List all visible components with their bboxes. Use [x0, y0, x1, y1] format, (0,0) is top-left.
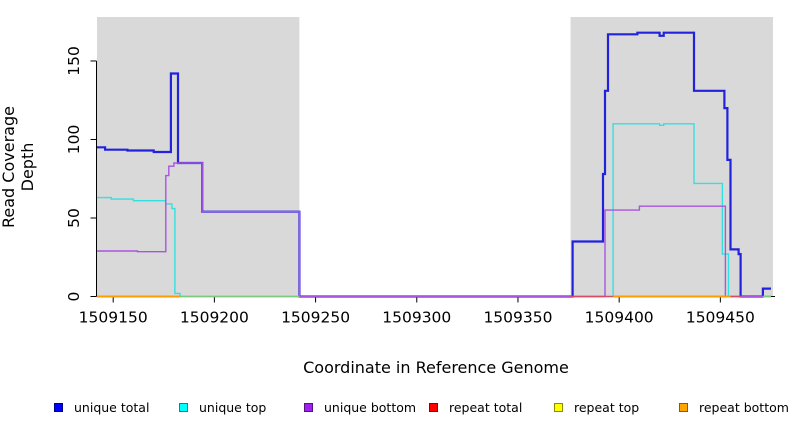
- x-tick-label: 1509400: [585, 309, 654, 327]
- legend-swatch-icon: [54, 402, 63, 412]
- legend-label: unique top: [199, 399, 267, 415]
- legend-swatch-icon: [554, 402, 563, 412]
- legend-item-repeat-total: repeat total: [429, 398, 522, 416]
- x-tick-label: 1509300: [382, 309, 451, 327]
- legend-item-unique-top: unique top: [179, 398, 266, 416]
- y-tick-label: 50: [65, 208, 83, 228]
- covered-region-band: [570, 17, 773, 297]
- x-axis-title: Coordinate in Reference Genome: [303, 358, 569, 377]
- legend-item-unique-total: unique total: [54, 398, 149, 416]
- x-tick-label: 1509250: [281, 309, 350, 327]
- legend-label: repeat bottom: [699, 399, 789, 415]
- series-line-unique-bottom: [97, 162, 771, 298]
- legend-item-unique-bottom: unique bottom: [304, 398, 416, 416]
- y-tick-label: 0: [65, 292, 83, 302]
- legend-label: unique total: [74, 399, 150, 415]
- y-axis-title: Read Coverage Depth: [0, 106, 37, 228]
- covered-region-band: [97, 17, 300, 297]
- legend-label: repeat top: [574, 399, 640, 415]
- x-tick-label: 1509200: [180, 309, 249, 327]
- legend-label: repeat total: [449, 399, 523, 415]
- legend-swatch-icon: [679, 402, 688, 412]
- x-tick-label: 1509350: [483, 309, 552, 327]
- legend-swatch-icon: [179, 402, 188, 412]
- x-tick-label: 1509450: [686, 309, 755, 327]
- legend-label: unique bottom: [324, 399, 417, 415]
- legend: unique total unique top unique bottom repea…: [0, 398, 792, 422]
- x-tick-label: 1509150: [79, 309, 148, 327]
- y-tick-label: 100: [65, 125, 83, 155]
- series-line-unique-top: [97, 123, 731, 298]
- legend-item-repeat-top: repeat top: [554, 398, 639, 416]
- legend-swatch-icon: [304, 402, 313, 412]
- legend-item-repeat-bottom: repeat bottom: [679, 398, 789, 416]
- y-tick-label: 150: [65, 46, 83, 76]
- series-line-unique-total: [97, 31, 771, 298]
- legend-swatch-icon: [429, 402, 438, 412]
